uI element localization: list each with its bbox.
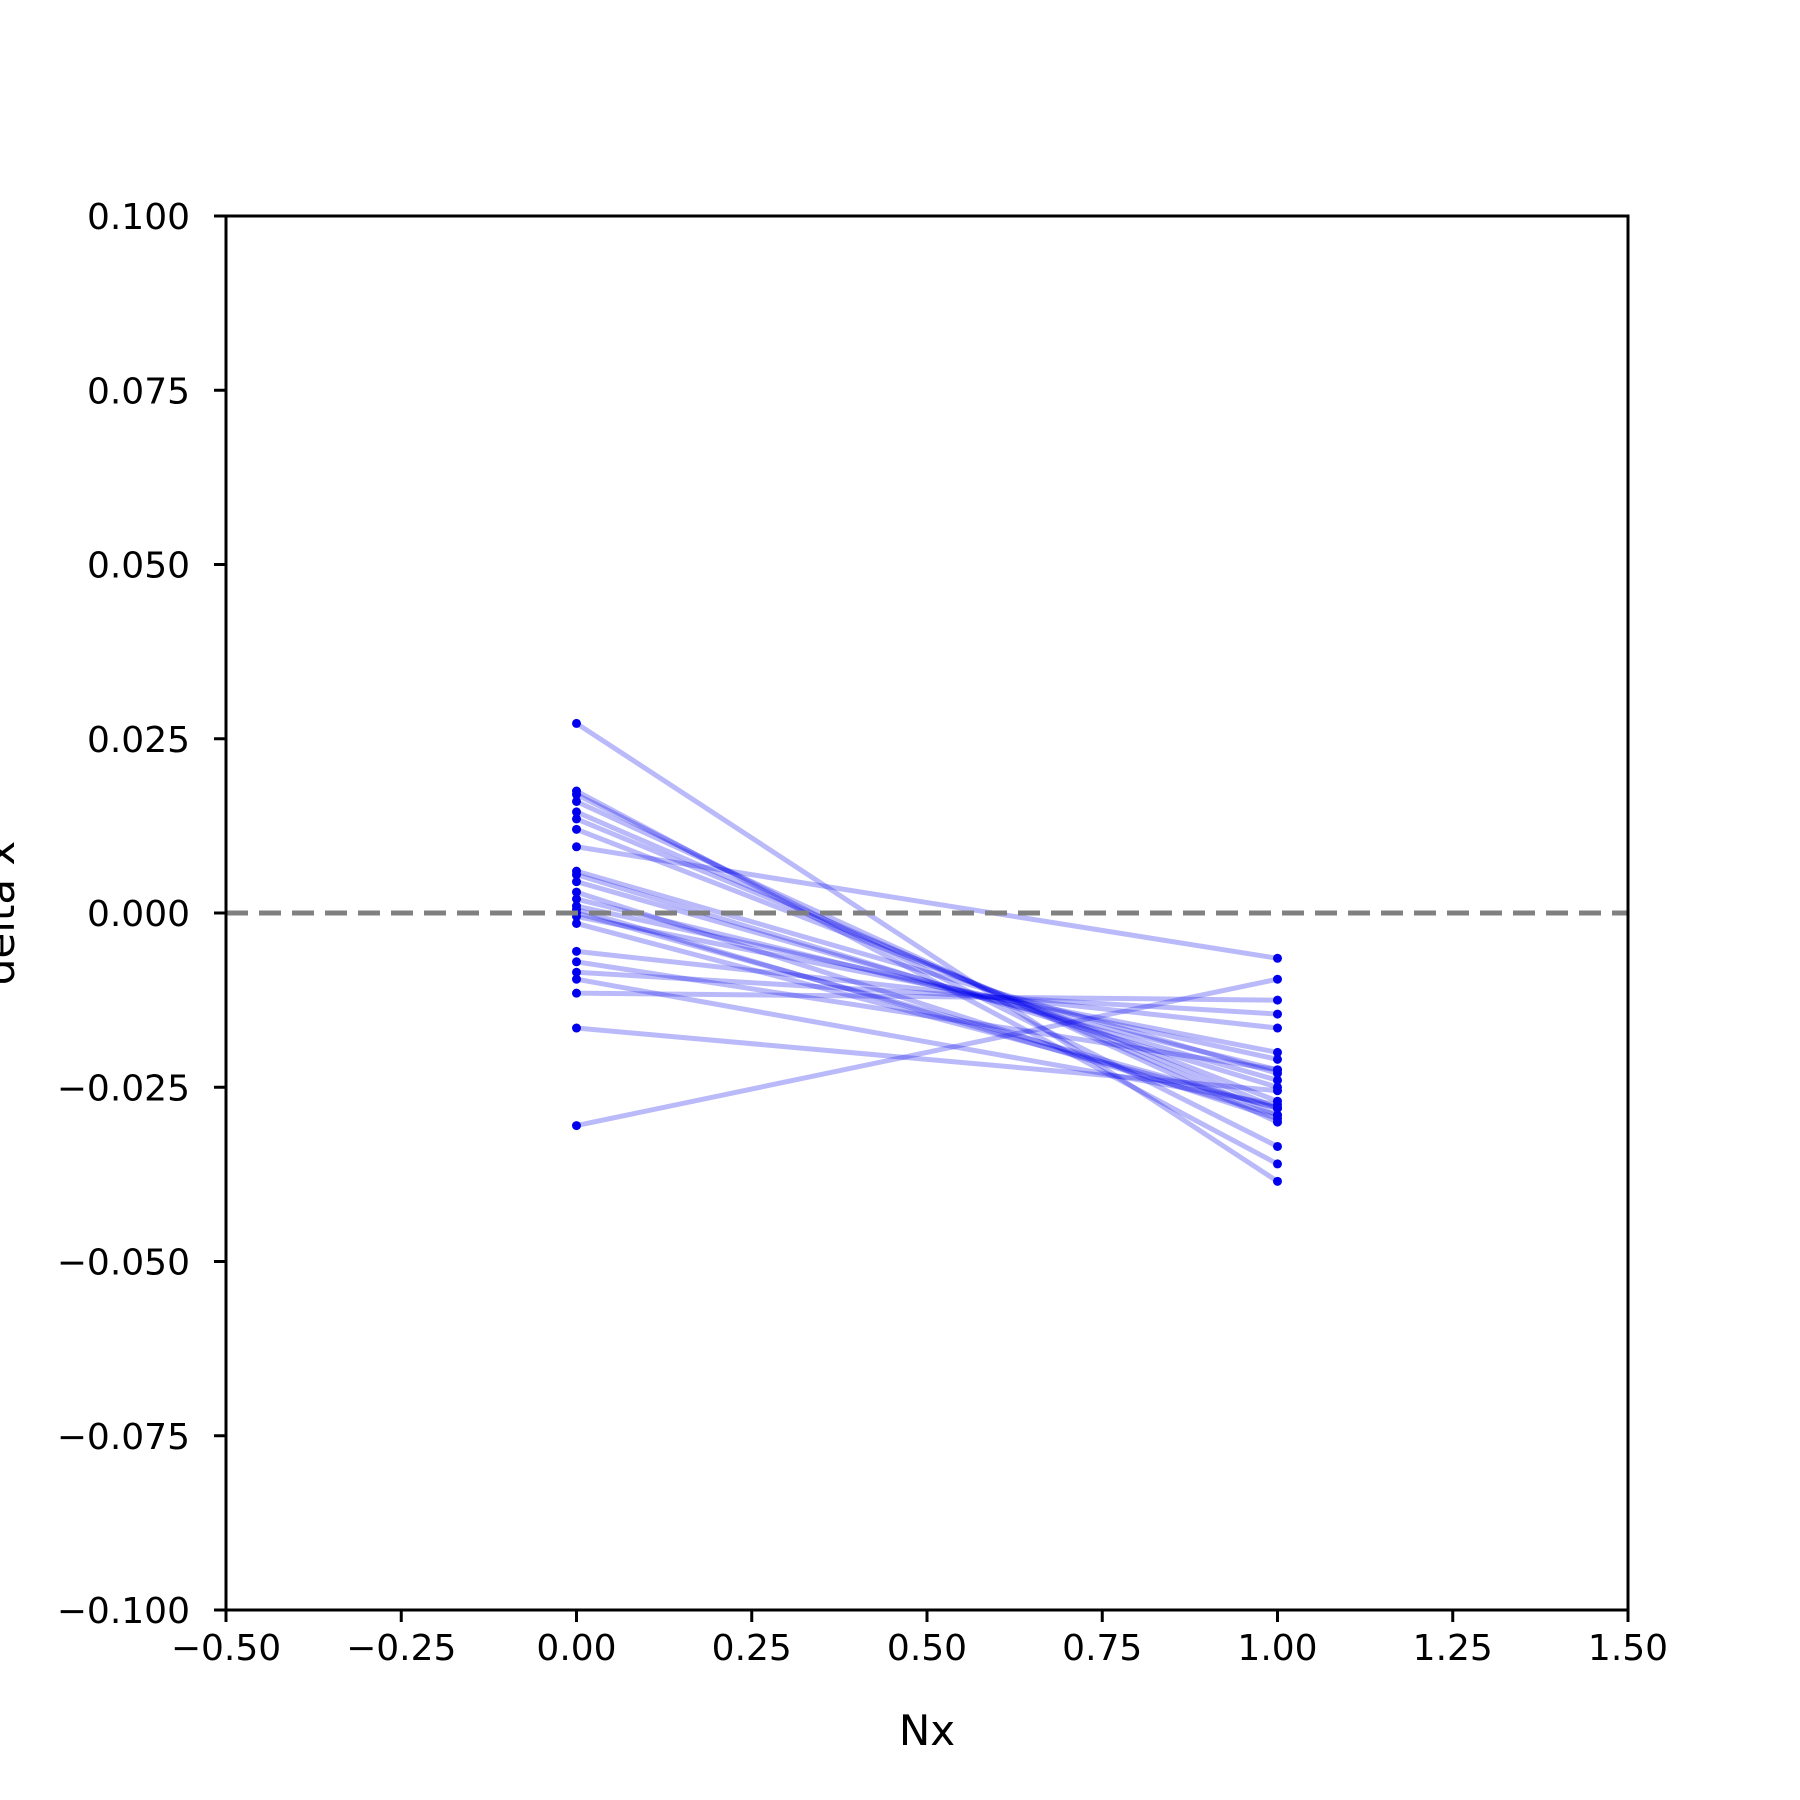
data-point-17-2 (1273, 1047, 1282, 1057)
y-tick-label: 0.000 (87, 894, 190, 935)
series-line-4 (574, 798, 1280, 1125)
x-tick-label: 1.50 (1588, 1628, 1668, 1669)
data-point-21-1 (572, 967, 581, 977)
x-tick-label: 0.50 (887, 1628, 967, 1669)
data-point-6-1 (572, 814, 581, 824)
series-line-21 (574, 969, 1280, 1017)
series-line-25 (574, 976, 1280, 1129)
series-line-22 (574, 976, 1280, 1108)
data-point-3-1 (572, 790, 581, 800)
series-line-7 (574, 826, 1280, 1104)
data-point-5-1 (572, 807, 581, 817)
series-line-23 (574, 990, 1280, 1003)
data-point-22-2 (1273, 1100, 1282, 1110)
series-line-15 (574, 907, 1280, 1118)
data-point-7-1 (572, 824, 581, 834)
y-axis: 0.100 0.075 0.050 0.025 0.000 −0.025 −0.050 −0.… (57, 197, 226, 1632)
series-line-14 (574, 903, 1280, 1062)
x-tick-label: 0.75 (1062, 1628, 1142, 1669)
x-tick-label: 0.25 (712, 1628, 792, 1669)
x-tick-label: 1.00 (1237, 1628, 1317, 1669)
y-tick-label: −0.050 (57, 1243, 190, 1284)
data-point-23-2 (1273, 995, 1282, 1005)
series-line-3 (574, 792, 1280, 1149)
data-point-20-1 (572, 957, 581, 967)
x-tick-label: 1.25 (1413, 1628, 1493, 1669)
data-point-23-1 (572, 988, 581, 998)
series-line-24 (574, 1025, 1280, 1094)
series-line-19 (574, 948, 1280, 1031)
data-point-1-1 (572, 718, 581, 728)
data-point-11-1 (572, 877, 581, 887)
data-point-18-1 (572, 918, 581, 928)
series-line-8 (574, 844, 1280, 961)
series-line-16 (574, 910, 1280, 1111)
series-line-12 (574, 889, 1280, 1122)
data-point-11-2 (1273, 1075, 1282, 1085)
series-line-18 (574, 920, 1280, 1111)
data-point-25-2 (1273, 974, 1282, 984)
y-tick-label: −0.025 (57, 1068, 190, 1109)
data-point-8-2 (1273, 953, 1282, 963)
x-axis: −0.50 −0.25 0.00 0.25 0.50 0.75 1.00 1.25 1.50 (171, 1610, 1668, 1669)
data-point-4-1 (572, 796, 581, 806)
data-point-8-1 (572, 842, 581, 852)
series-layer (574, 720, 1280, 1184)
data-point-19-2 (1273, 1023, 1282, 1033)
series-line-6 (574, 816, 1280, 1111)
y-tick-label: 0.075 (87, 371, 190, 412)
data-point-24-1 (572, 1023, 581, 1033)
y-axis-label: delta x (0, 841, 24, 986)
data-point-24-2 (1273, 1086, 1282, 1096)
data-point-1-2 (1273, 1176, 1282, 1186)
series-line-20 (574, 959, 1280, 1073)
x-tick-label: −0.25 (346, 1628, 456, 1669)
x-tick-label: −0.50 (171, 1628, 281, 1669)
data-point-25-1 (572, 1121, 581, 1131)
series-line-10 (574, 872, 1280, 1090)
y-tick-label: −0.075 (57, 1417, 190, 1458)
data-point-3-2 (1273, 1141, 1282, 1151)
data-point-15-2 (1273, 1110, 1282, 1120)
data-point-22-1 (572, 974, 581, 984)
data-point-19-1 (572, 946, 581, 956)
y-tick-label: 0.100 (87, 197, 190, 238)
data-point-12-1 (572, 887, 581, 897)
data-point-20-2 (1273, 1065, 1282, 1075)
y-tick-label: −0.100 (57, 1591, 190, 1632)
data-point-10-1 (572, 870, 581, 880)
series-line-1 (574, 720, 1280, 1184)
x-tick-label: 0.00 (536, 1628, 616, 1669)
data-point-13-1 (572, 894, 581, 904)
x-axis-label: Nx (899, 1706, 955, 1755)
series-line-9 (574, 868, 1280, 1076)
data-point-21-2 (1273, 1009, 1282, 1019)
series-line-2 (574, 788, 1280, 1167)
series-line-5 (574, 809, 1280, 1118)
y-tick-label: 0.025 (87, 720, 190, 761)
data-point-14-2 (1273, 1054, 1282, 1064)
y-tick-label: 0.050 (87, 546, 190, 587)
series-line-17 (574, 913, 1280, 1055)
series-line-13 (574, 896, 1280, 1073)
data-point-2-2 (1273, 1159, 1282, 1169)
